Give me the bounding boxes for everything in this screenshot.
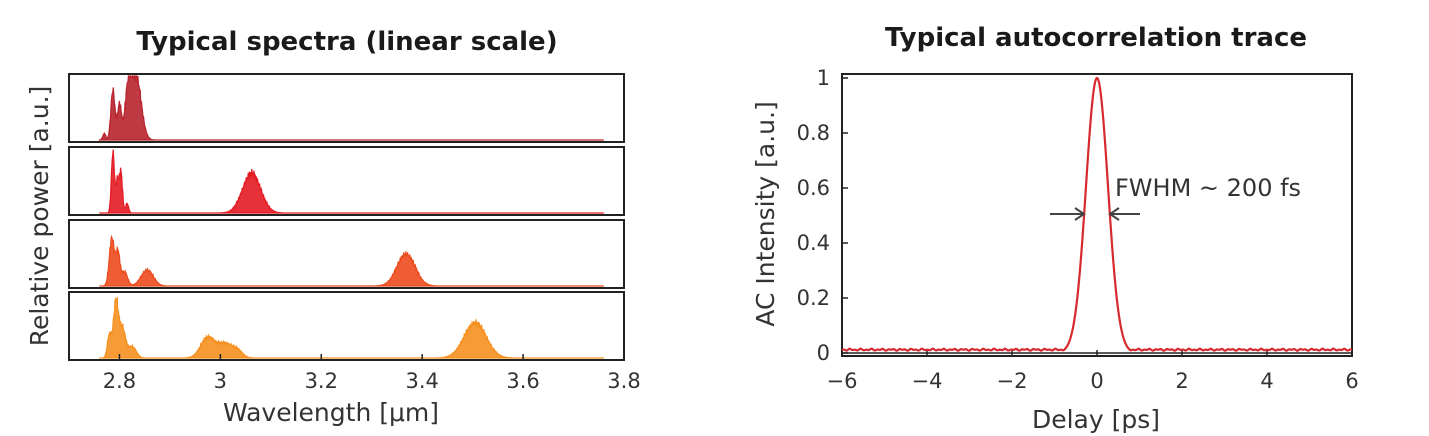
autocorrelation-y-axis-label: AC Intensity [a.u.] (751, 101, 780, 326)
autocorrelation-x-tick-label: 6 (1345, 369, 1358, 393)
fwhm-arrow-left (1050, 207, 1086, 221)
spectrum-panel-2 (68, 146, 625, 216)
spectra-x-tick-label: 3 (214, 369, 227, 393)
autocorrelation-x-tick-label: 0 (1090, 369, 1103, 393)
spectra-x-ticks: 2.8 3 3.2 3.4 3.6 3.8 (103, 354, 641, 393)
spectra-x-tick-label: 3.2 (305, 369, 338, 393)
autocorrelation-x-tick-label: 2 (1175, 369, 1188, 393)
spectra-x-tick-label: 3.6 (506, 369, 539, 393)
spectra-title: Typical spectra (linear scale) (136, 27, 557, 57)
spectrum-series-3 (99, 234, 604, 287)
autocorrelation-curve-group (841, 76, 1353, 352)
autocorrelation-y-tick-label: 0.6 (797, 176, 830, 200)
spectrum-series-2 (99, 149, 604, 214)
autocorrelation-y-tick-label: 0.4 (797, 231, 830, 255)
fwhm-annotation: FWHM ~ 200 fs (1115, 174, 1301, 202)
spectra-x-tick-label: 3.4 (405, 369, 438, 393)
spectrum-series-4 (99, 296, 604, 359)
autocorrelation-x-axis-label: Delay [ps] (1032, 405, 1160, 434)
spectrum-panel-3 (68, 219, 625, 289)
autocorrelation-x-tick-label: −4 (912, 369, 943, 393)
autocorrelation-x-tick-label: −2 (997, 369, 1028, 393)
autocorrelation-y-tick-label: 0 (817, 341, 830, 365)
fwhm-arrow-right (1108, 207, 1140, 221)
spectra-curves (98, 74, 604, 359)
autocorrelation-chart: Typical autocorrelation trace −6 −4 −2 0 2 4 6… (751, 23, 1359, 434)
spectra-x-axis-label: Wavelength [μm] (223, 398, 439, 427)
autocorrelation-title: Typical autocorrelation trace (885, 23, 1307, 53)
spectra-x-tick-label: 3.8 (607, 369, 640, 393)
autocorrelation-y-tick-label: 0.2 (797, 286, 830, 310)
spectra-chart: Typical spectra (linear scale) 2.8 3 3.2 3.… (25, 27, 641, 427)
autocorrelation-x-tick-label: −6 (827, 369, 858, 393)
autocorrelation-plot-frame (841, 73, 1353, 357)
autocorrelation-y-tick-label: 1 (817, 66, 830, 90)
spectrum-panel-4 (68, 291, 625, 361)
autocorrelation-y-tick-label: 0.8 (797, 121, 830, 145)
autocorrelation-ticks: −6 −4 −2 0 2 4 6 0 0.2 0.4 0.6 0.8 1 (797, 66, 1359, 393)
spectrum-series-1 (98, 74, 604, 141)
spectra-y-axis-label: Relative power [a.u.] (25, 86, 54, 347)
autocorrelation-x-tick-label: 4 (1260, 369, 1273, 393)
autocorrelation-curve (841, 76, 1353, 352)
spectrum-panel-1 (68, 73, 625, 143)
spectra-x-tick-label: 2.8 (103, 369, 136, 393)
